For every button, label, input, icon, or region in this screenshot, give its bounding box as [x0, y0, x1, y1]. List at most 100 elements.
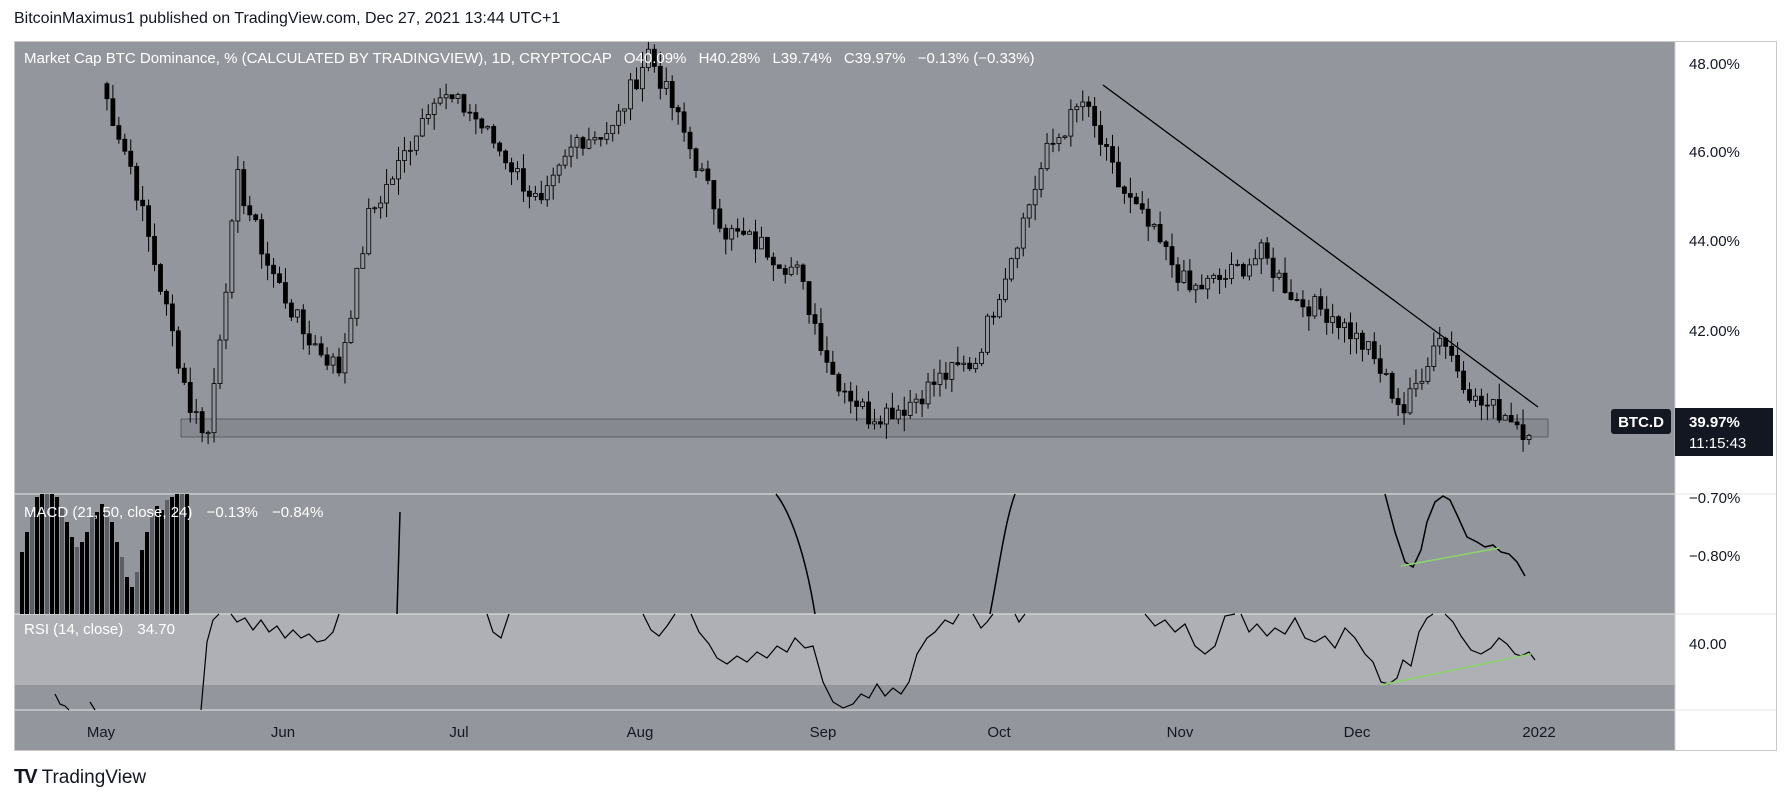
candle-body [842, 390, 848, 393]
candle-body [1068, 109, 1074, 137]
candle-body [628, 79, 633, 110]
time-tick-dec: Dec [1344, 724, 1371, 741]
candle-body [1348, 322, 1353, 340]
candle-body [1264, 242, 1270, 259]
candle-body [854, 400, 860, 407]
candle-body [1050, 142, 1056, 145]
candle-body [1330, 316, 1336, 323]
candle-body [1413, 382, 1419, 390]
candle-body [116, 125, 122, 140]
macd-histogram-bar [110, 522, 114, 614]
candle-body [461, 94, 467, 113]
candle-body [884, 407, 889, 425]
footer-brand[interactable]: TradingView [41, 766, 147, 788]
rsi-divergence-line[interactable] [1380, 653, 1532, 686]
time-tick-2022: 2022 [1522, 724, 1555, 741]
candle-body [467, 111, 473, 114]
candle-body [693, 148, 699, 171]
candle-body [943, 372, 949, 380]
candle-body [283, 282, 288, 304]
candle-body [985, 315, 990, 353]
candle-body [550, 174, 556, 187]
candle-body [146, 205, 152, 237]
macd-divergence-line[interactable] [1400, 547, 1500, 567]
descending-trendline[interactable] [1102, 84, 1539, 408]
macd-histogram-bar [30, 512, 34, 614]
candle-body [1181, 270, 1187, 283]
price-tick-42: 42.00% [1689, 323, 1740, 340]
candle-body [1056, 137, 1062, 144]
candle-body [1175, 264, 1181, 283]
candle-body [348, 317, 354, 343]
candle-body [544, 185, 550, 201]
candle-body [158, 264, 163, 292]
last-price-tag [1675, 408, 1773, 456]
rsi-line-seg-3 [486, 613, 510, 639]
footer: TV TradingView [14, 766, 146, 789]
candle-body [711, 180, 717, 210]
price-tick-48: 48.00% [1689, 56, 1740, 73]
candle-body [140, 199, 146, 207]
candle-body [1246, 264, 1252, 277]
time-tick-jun: Jun [271, 724, 295, 741]
candle-body [354, 267, 360, 319]
candle-body [800, 264, 806, 283]
candle-body [515, 168, 520, 173]
candle-body [729, 228, 735, 240]
candle-body [949, 362, 955, 380]
candle-body [812, 314, 818, 324]
candle-body [586, 139, 592, 149]
candle-body [991, 315, 996, 318]
candle-body [324, 354, 330, 366]
macd-histogram-bar [70, 537, 74, 614]
candle-body [1074, 106, 1080, 111]
candle-body [1258, 242, 1264, 260]
candle-body [431, 102, 437, 115]
candle-body [443, 94, 449, 99]
candle-body [235, 169, 241, 222]
candle-body [1389, 372, 1395, 399]
macd-histogram-bar [55, 497, 59, 614]
candle-body [640, 67, 645, 90]
candle-body [110, 98, 116, 126]
macd-histogram-bar [120, 557, 124, 614]
candle-body [521, 168, 526, 192]
macd-histogram-bar [100, 504, 104, 614]
candle-body [735, 228, 741, 232]
candle-body [503, 150, 509, 164]
candle-body [277, 273, 282, 283]
candle-body [1020, 217, 1026, 249]
candle-body [497, 142, 503, 152]
rsi-line-seg-1 [54, 613, 220, 711]
candle-body [455, 94, 461, 99]
price-tick-46: 46.00% [1689, 144, 1740, 161]
candle-body [961, 362, 967, 365]
chart-svg[interactable]: Market Cap BTC Dominance, % (CALCULATED … [15, 42, 1776, 750]
time-tick-nov: Nov [1167, 724, 1194, 741]
candle-body [979, 351, 984, 364]
candle-body [211, 383, 217, 434]
candle-body [699, 168, 705, 171]
candle-body [473, 112, 479, 120]
macd-histogram-bar [80, 542, 84, 614]
support-zone[interactable] [180, 418, 1549, 438]
candle-body [1354, 332, 1359, 340]
candle-body [372, 207, 378, 210]
candle-body [259, 219, 265, 255]
candle-body [175, 330, 181, 369]
candle-body [687, 131, 693, 150]
macd-histogram-bar [170, 497, 174, 614]
candle-body [806, 281, 812, 316]
candle-body [770, 256, 776, 266]
candle-body [312, 343, 318, 346]
last-price-label: 39.97% [1689, 414, 1740, 431]
candle-body [616, 110, 622, 126]
candle-body [1235, 264, 1240, 266]
macd-histogram-bar [60, 507, 64, 614]
macd-histogram-bar [35, 497, 39, 614]
candle-body [532, 193, 538, 197]
candle-body [402, 150, 407, 161]
candle-body [794, 264, 800, 268]
macd-histogram-bar [175, 494, 179, 614]
candle-body [509, 162, 514, 173]
